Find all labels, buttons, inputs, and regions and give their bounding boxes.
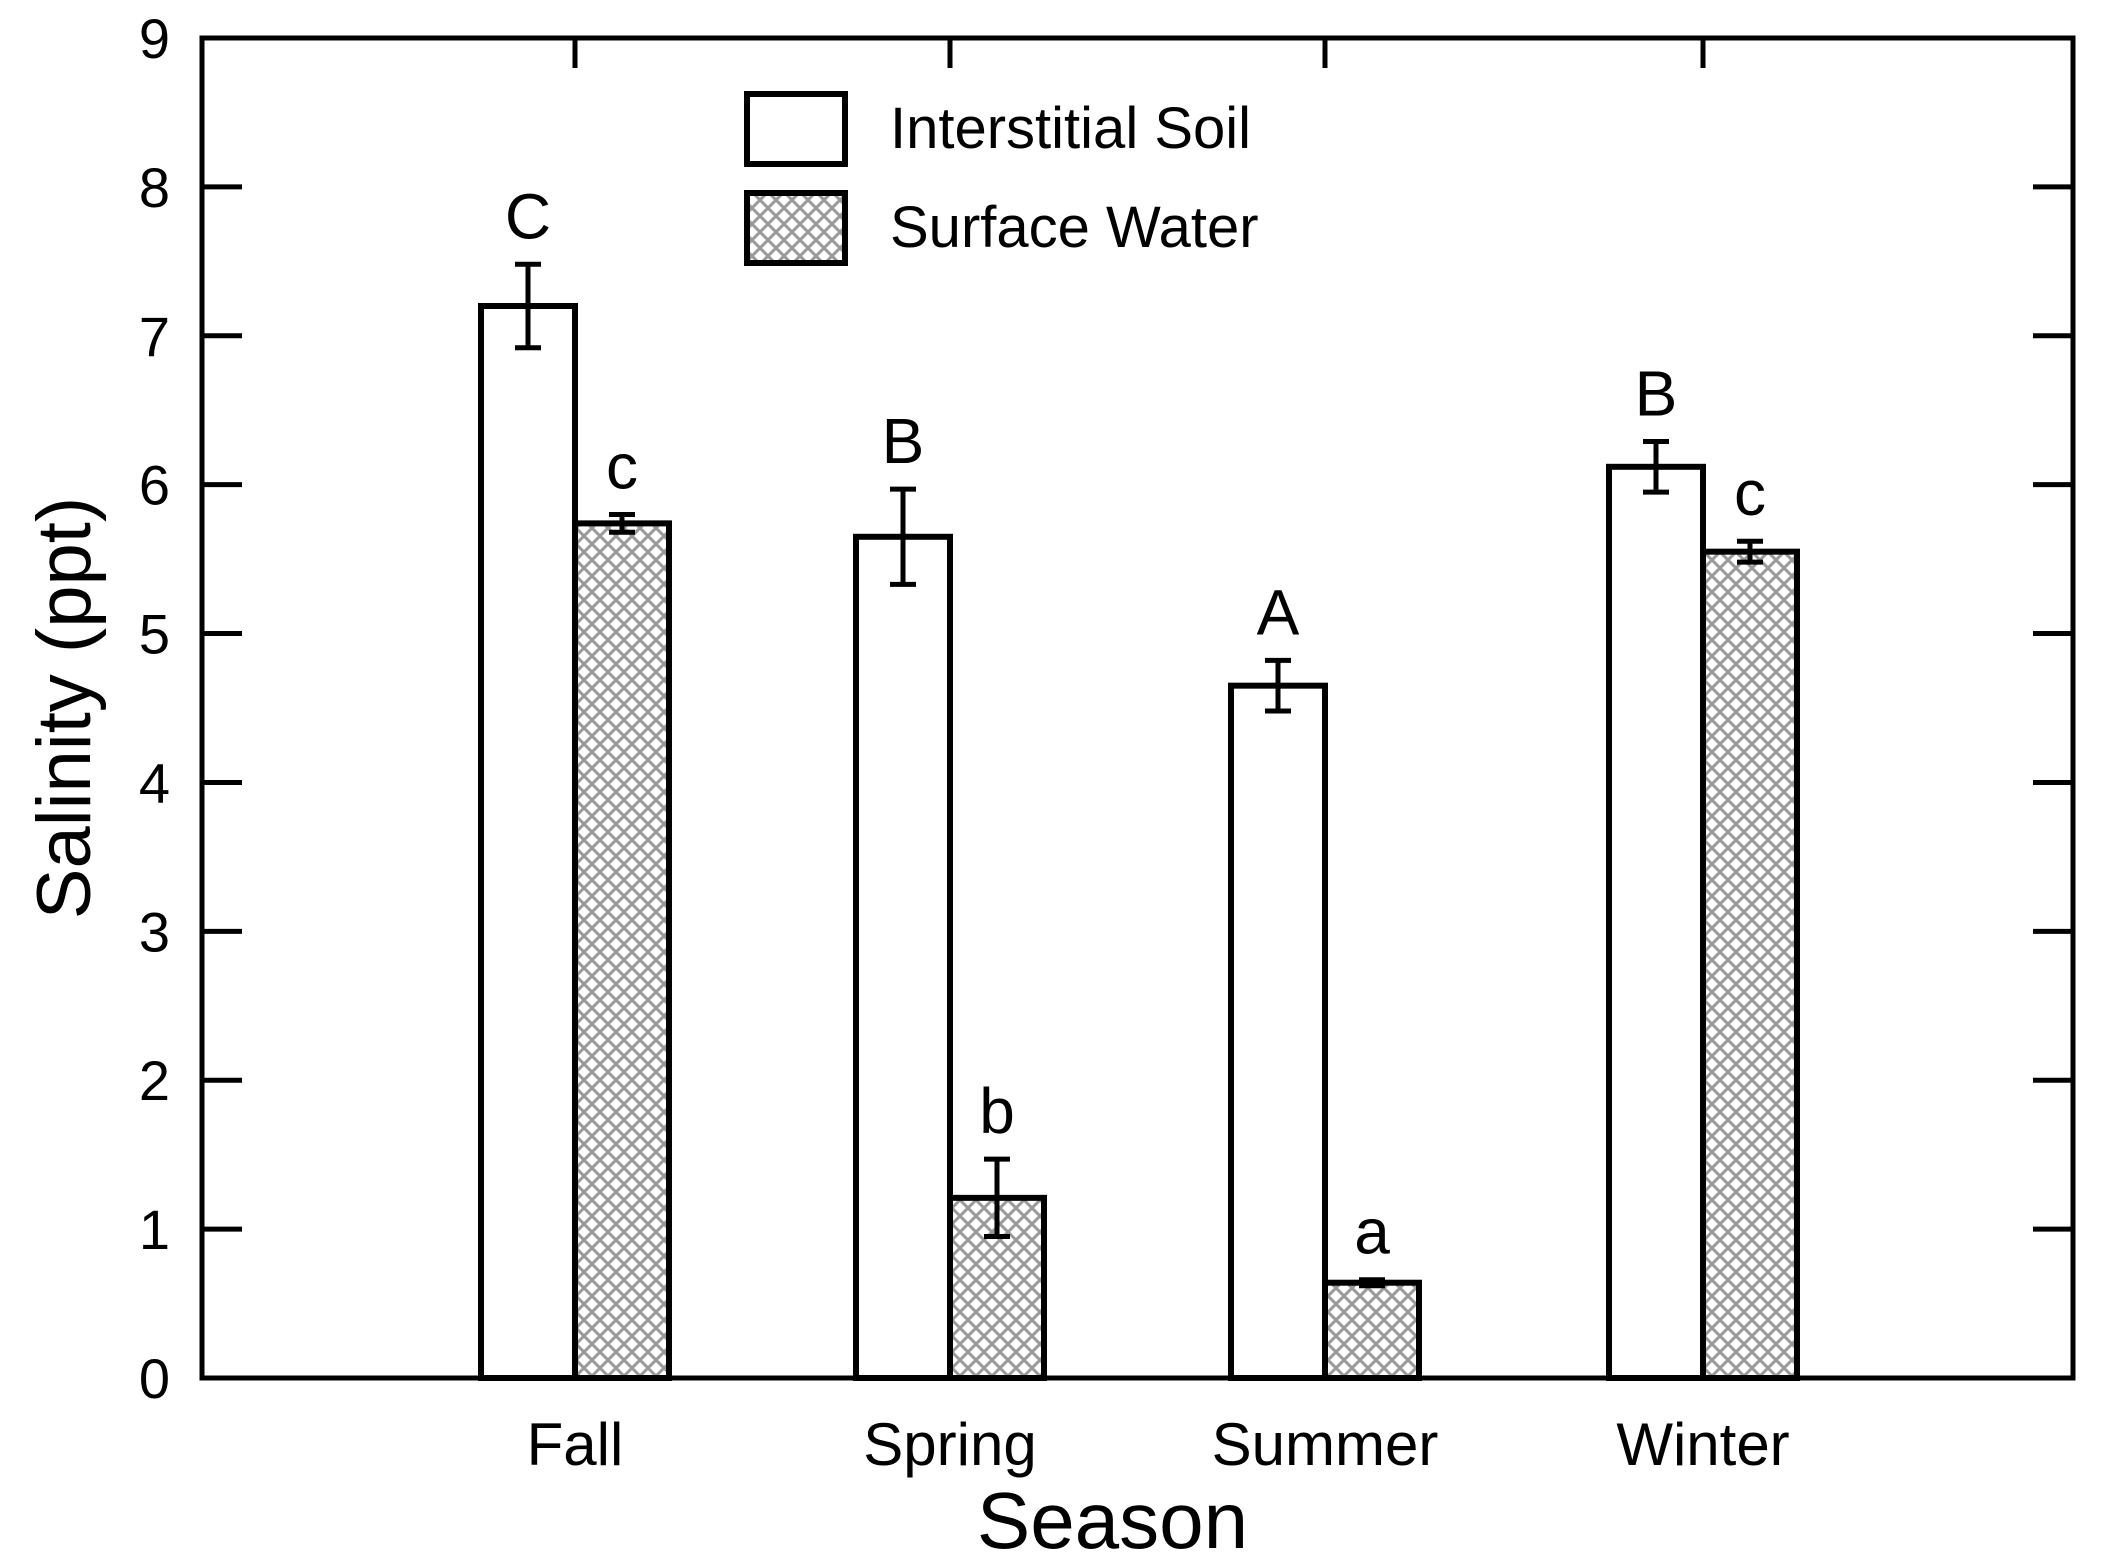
y-tick-label: 6: [139, 454, 170, 517]
legend-label-interstitial-soil: Interstitial Soil: [890, 96, 1251, 161]
y-tick-label: 8: [139, 156, 170, 219]
y-tick-label: 7: [139, 305, 170, 368]
y-tick-label: 3: [139, 900, 170, 963]
significance-letter: B: [882, 405, 925, 477]
significance-letter: c: [606, 430, 638, 502]
category-label-summer: Summer: [1212, 1411, 1439, 1478]
y-tick-labels: 0 1 2 3 4 5 6 7 8 9: [139, 7, 170, 1410]
y-tick-label: 1: [139, 1198, 170, 1261]
significance-letter: c: [1734, 457, 1766, 529]
category-label-winter: Winter: [1616, 1411, 1789, 1478]
bar-surface-water-summer: [1322, 1279, 1422, 1381]
axis-ticks: [202, 35, 2073, 1381]
y-tick-label: 9: [139, 7, 170, 70]
legend-label-surface-water: Surface Water: [890, 195, 1259, 260]
category-label-spring: Spring: [863, 1411, 1036, 1478]
y-tick-label: 0: [139, 1347, 170, 1410]
bar-interstitial-soil-spring: [853, 533, 953, 1381]
significance-letter: b: [979, 1075, 1015, 1147]
bar-surface-water-fall: [572, 520, 672, 1381]
x-axis-title: Season: [977, 1476, 1248, 1565]
bar-surface-water-winter: [1700, 548, 1800, 1381]
x-category-labels: Fall Spring Summer Winter: [527, 1411, 1790, 1478]
bar-interstitial-soil-fall: [478, 303, 578, 1381]
y-tick-label: 5: [139, 603, 170, 666]
bar-interstitial-soil-summer: [1228, 682, 1328, 1381]
category-label-fall: Fall: [527, 1411, 624, 1478]
significance-letter: A: [1257, 576, 1300, 648]
bars: [478, 303, 1800, 1382]
plot-frame: [199, 35, 2076, 1381]
significance-letter: C: [505, 180, 551, 252]
legend-swatch-interstitial-soil: [744, 91, 848, 167]
y-axis-title: Salinity (ppt): [22, 497, 107, 919]
error-bars: [515, 261, 1763, 1289]
significance-letter: a: [1354, 1196, 1390, 1268]
legend-swatch-surface-water: [744, 190, 848, 266]
y-tick-label: 2: [139, 1049, 170, 1112]
legend: Interstitial Soil Surface Water: [744, 91, 1259, 266]
significance-letter: B: [1635, 357, 1678, 429]
bar-interstitial-soil-winter: [1606, 463, 1706, 1381]
y-tick-label: 4: [139, 751, 170, 814]
